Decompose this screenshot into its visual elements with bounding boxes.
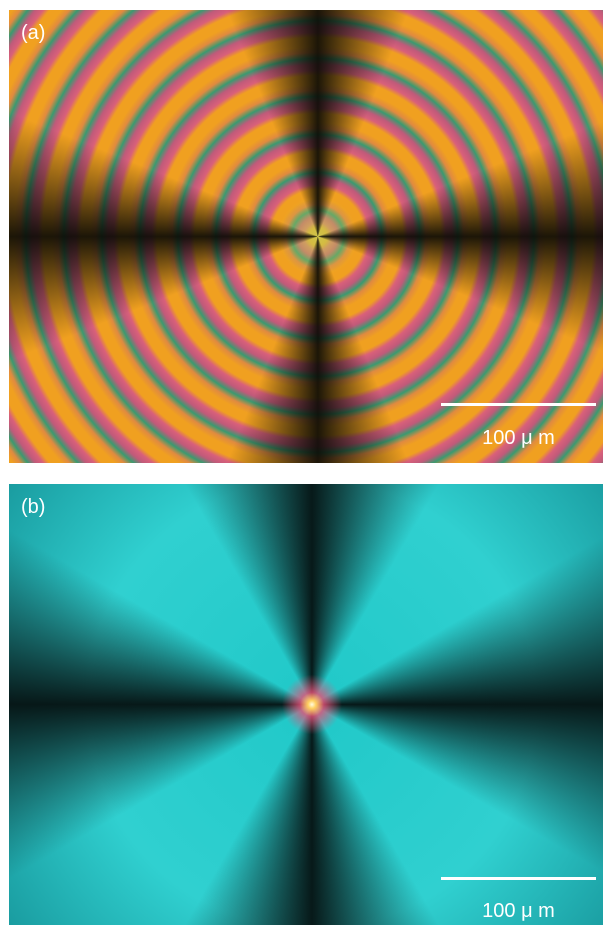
scale-bar-label: 100 μ m [441,427,596,450]
page: {"panels": [{"label": "(a)", "scale_bar"… [0,0,603,932]
scale-bar [441,403,596,406]
panel-label: (b) [21,496,45,519]
micrograph-a: (a) 100 μ m [9,10,603,463]
scale-bar [441,877,596,880]
scale-bar-label: 100 μ m [441,900,596,923]
micrograph-b: (b) 100 μ m [9,484,603,925]
panel-label: (a) [21,22,45,45]
